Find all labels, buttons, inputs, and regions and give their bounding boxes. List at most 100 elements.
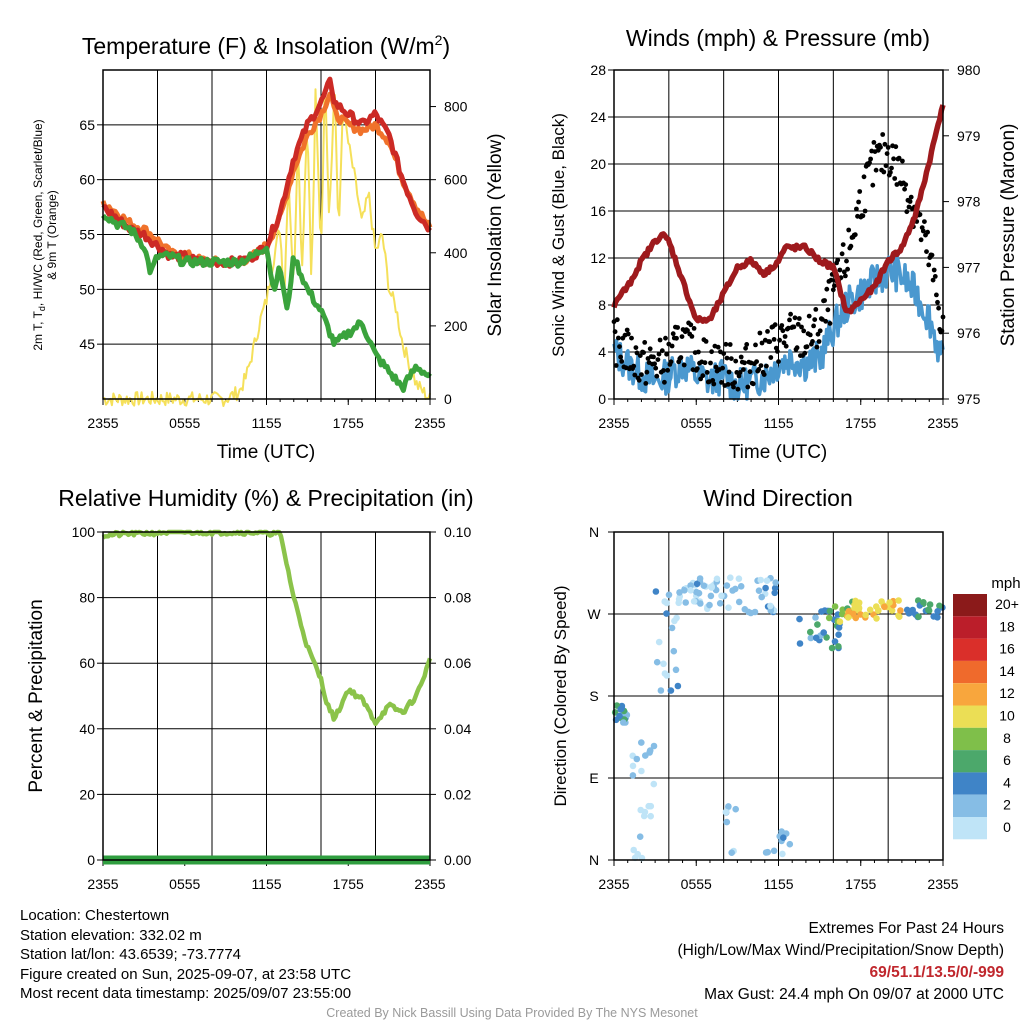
wind-gust-point — [883, 163, 889, 169]
wind-gust-point — [619, 359, 625, 364]
wind-gust-point — [613, 363, 619, 368]
dir-legend-label: 20+ — [995, 596, 1019, 612]
wind-gust-point — [810, 339, 815, 344]
charts-canvas: Temperature (F) & Insolation (W/m2) Wind… — [26, 25, 1021, 892]
wind-gust-point — [924, 249, 929, 255]
wind-gust-point — [823, 318, 829, 324]
dir-point — [762, 849, 770, 856]
wind-gust-point — [685, 328, 690, 333]
wind-gust-point — [643, 381, 649, 386]
dir-point — [687, 587, 694, 594]
wind-gust-point — [617, 344, 622, 349]
wind-gust-point — [929, 252, 935, 258]
wind-gust-point — [841, 269, 847, 275]
temp-xtick-label: 2355 — [414, 415, 445, 431]
wind-gust-point — [796, 316, 802, 321]
wind-gust-point — [654, 373, 660, 379]
wind-ylabel-left: Sonic Wind & Gust (Blue, Black) — [549, 113, 568, 357]
wind-gust-point — [735, 386, 741, 392]
wind-gust-point — [788, 311, 793, 317]
wind-gust-point — [662, 379, 667, 385]
temp-series-line — [101, 213, 432, 393]
wind-gust-point — [696, 349, 701, 355]
dir-point — [640, 812, 648, 820]
wind-gust-point — [689, 334, 695, 339]
dir-point — [667, 687, 675, 694]
dir-point — [796, 615, 803, 623]
wind-gust-point — [715, 344, 721, 350]
wind-gust-point — [772, 322, 778, 328]
wind-gust-point — [657, 337, 663, 343]
wind-gust-point — [754, 359, 759, 364]
wind-gust-point — [719, 380, 724, 385]
wind-gust-point — [854, 206, 859, 212]
wind-gust-point — [868, 156, 873, 162]
rh-xtick-label: 0555 — [169, 876, 200, 892]
wind-gust-point — [779, 323, 785, 328]
wind-gust-point — [775, 349, 780, 354]
wind-gust-point — [768, 355, 774, 360]
dir-point — [895, 597, 902, 604]
wind-gust-point — [917, 212, 923, 217]
wind-gust-point — [903, 182, 909, 188]
dir-point — [670, 647, 678, 655]
wind-gust-point — [771, 337, 777, 342]
wind-gust-point — [636, 377, 642, 383]
dir-point — [735, 575, 743, 582]
wind-gust-point — [846, 227, 852, 233]
dir-legend-label: 18 — [999, 618, 1015, 634]
wind-gust-point — [852, 232, 858, 238]
wind-gust-point — [936, 305, 941, 311]
dir-point — [706, 601, 713, 609]
dir-point — [855, 600, 862, 607]
dir-legend-label: 12 — [999, 685, 1015, 701]
wind-gust-point — [878, 144, 883, 150]
rh-ytick-label: 80 — [79, 590, 95, 606]
wind-gust-point — [634, 350, 640, 356]
elevation-text: Station elevation: 332.02 m — [20, 926, 202, 944]
dir-legend-swatch — [953, 794, 987, 817]
dir-point — [780, 834, 787, 841]
wind-gust-point — [678, 355, 684, 360]
dir-point — [758, 593, 765, 601]
wind-gust-point — [756, 367, 762, 372]
dir-point — [617, 706, 624, 713]
dir-point — [814, 621, 821, 628]
wind-gust-point — [888, 170, 893, 175]
rh-y2tick-label: 0.00 — [444, 852, 471, 868]
wind-gust-point — [792, 315, 798, 321]
wind-gust-point — [616, 335, 621, 341]
credit-text: Created By Nick Bassill Using Data Provi… — [326, 1006, 698, 1020]
dir-point — [630, 846, 637, 854]
wind-gust-point — [787, 317, 792, 323]
dir-point — [936, 602, 943, 610]
wind-gust-point — [747, 369, 753, 375]
wind-gust-point — [781, 340, 787, 346]
dir-point — [682, 599, 689, 606]
dir-point — [934, 614, 941, 621]
dir-point — [755, 587, 763, 594]
dir-point — [672, 666, 680, 674]
dir-point — [727, 574, 734, 581]
wind-gust-point — [720, 365, 725, 371]
wind-gust-point — [777, 337, 782, 343]
wind-gust-point — [932, 274, 938, 279]
dir-point — [812, 634, 820, 642]
wind-gust-point — [750, 381, 756, 387]
wind-gust-point — [713, 364, 719, 370]
wind-gust-point — [700, 373, 706, 379]
wind-gust-point — [791, 324, 797, 330]
wind-gust-point — [702, 360, 708, 366]
wind-gust-point — [759, 340, 765, 346]
wind-gust-point — [758, 363, 764, 368]
dir-point — [663, 610, 670, 617]
dir-legend-swatch — [953, 594, 987, 617]
temp-y2tick-label: 600 — [444, 172, 468, 188]
wind-xtick-label: 0555 — [681, 415, 712, 431]
dir-point — [925, 607, 933, 614]
dir-legend-swatch — [953, 638, 987, 661]
wind-gust-point — [614, 317, 620, 323]
dir-point — [655, 638, 663, 646]
wind-gust-point — [870, 182, 876, 188]
wind-gust-point — [830, 287, 836, 293]
